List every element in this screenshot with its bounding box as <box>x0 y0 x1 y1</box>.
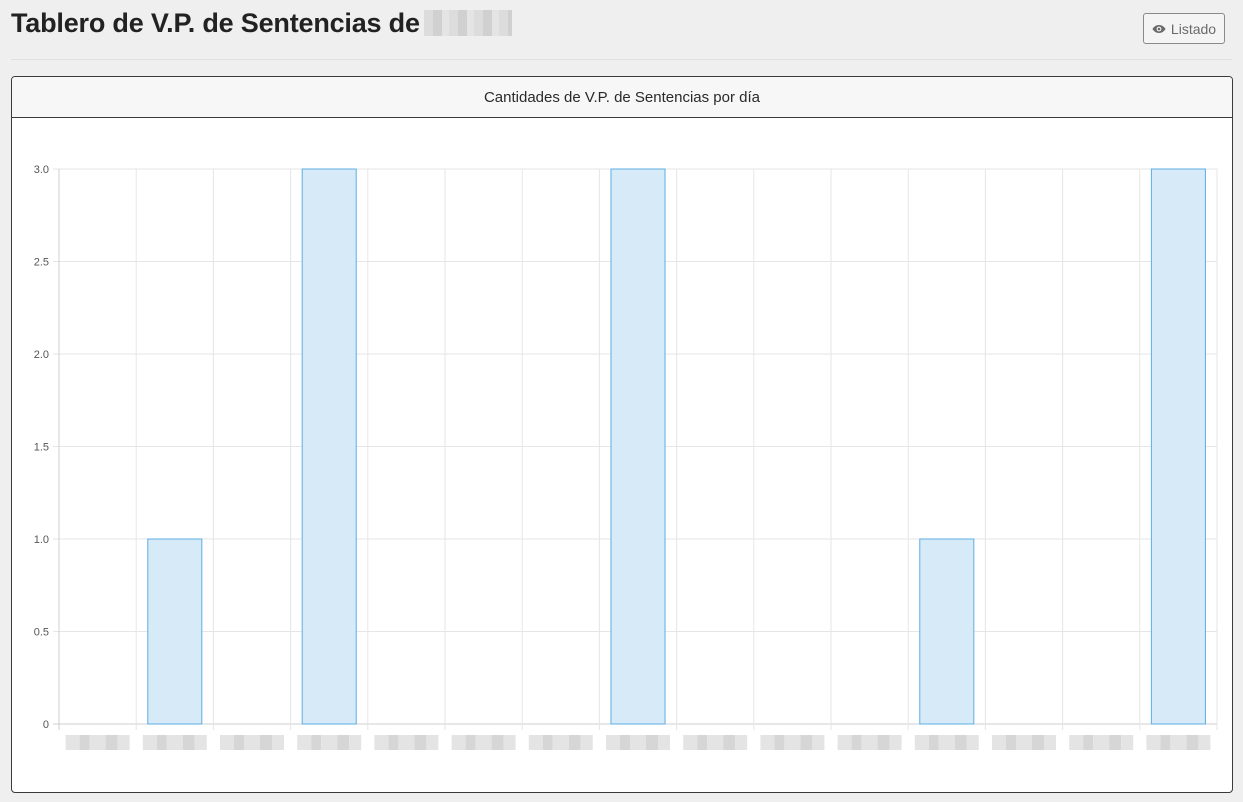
page-header: Tablero de V.P. de Sentencias de Listado <box>0 0 1243 60</box>
x-tick-label-redacted <box>1146 735 1211 750</box>
y-tick-label: 2.0 <box>34 349 49 361</box>
x-tick-label-redacted <box>683 735 748 750</box>
page-title-text: Tablero de V.P. de Sentencias de <box>11 8 420 38</box>
y-tick-label: 0.5 <box>34 627 49 639</box>
x-tick-label-redacted <box>297 735 362 750</box>
x-tick-label-redacted <box>451 735 516 750</box>
bar <box>301 168 357 725</box>
x-tick-label-redacted <box>374 735 439 750</box>
bar <box>919 538 975 725</box>
bar <box>147 538 203 725</box>
y-tick-label: 3.0 <box>34 164 49 176</box>
x-tick-label-redacted <box>1069 735 1134 750</box>
bar <box>1150 168 1206 725</box>
x-tick-label-redacted <box>837 735 902 750</box>
chart-title: Cantidades de V.P. de Sentencias por día <box>483 88 761 106</box>
page-title: Tablero de V.P. de Sentencias de <box>11 8 512 39</box>
chart-card-header: Cantidades de V.P. de Sentencias por día <box>12 77 1232 118</box>
y-tick-label: 1.5 <box>34 442 49 454</box>
x-tick-label-redacted <box>220 735 284 750</box>
x-tick-label-redacted <box>142 735 207 750</box>
x-tick-label-redacted <box>914 735 979 750</box>
x-tick-label-redacted <box>528 735 593 750</box>
bar <box>610 168 666 725</box>
x-tick-label-redacted <box>65 735 130 750</box>
x-tick-label-redacted <box>760 735 825 750</box>
x-tick-label-redacted <box>992 735 1056 750</box>
y-tick-label: 2.5 <box>34 257 49 269</box>
y-tick-label: 1.0 <box>34 534 49 546</box>
header-divider <box>11 59 1232 60</box>
list-button-label: Listado <box>1170 20 1217 37</box>
bar-chart: 0 0.5 1.0 1.5 2.0 2.5 3.0 <box>34 164 1218 750</box>
list-button[interactable]: Listado <box>1143 13 1225 44</box>
eye-icon <box>1152 24 1166 33</box>
chart-card: Cantidades de V.P. de Sentencias por día… <box>11 76 1233 793</box>
x-tick-label-redacted <box>606 735 670 750</box>
y-tick-label: 0 <box>43 719 49 731</box>
redacted-name <box>423 10 512 36</box>
